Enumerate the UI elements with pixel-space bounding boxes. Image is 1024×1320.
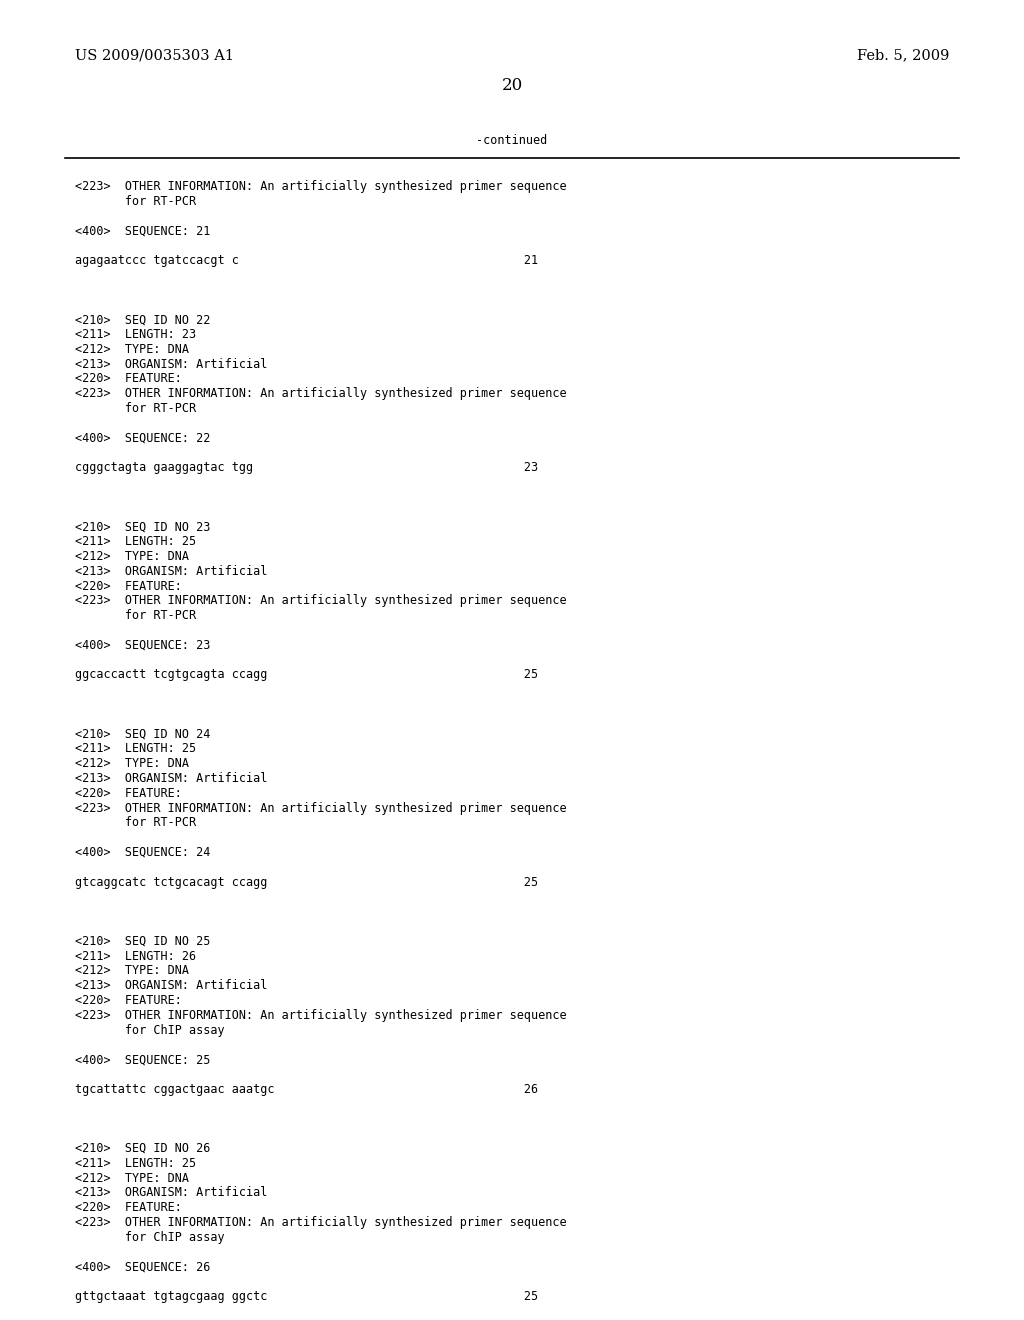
Text: <213>  ORGANISM: Artificial: <213> ORGANISM: Artificial [75,772,267,785]
Text: <400>  SEQUENCE: 21: <400> SEQUENCE: 21 [75,224,210,238]
Text: <220>  FEATURE:: <220> FEATURE: [75,579,182,593]
Text: US 2009/0035303 A1: US 2009/0035303 A1 [75,48,234,62]
Text: <212>  TYPE: DNA: <212> TYPE: DNA [75,965,189,977]
Text: <213>  ORGANISM: Artificial: <213> ORGANISM: Artificial [75,358,267,371]
Text: <212>  TYPE: DNA: <212> TYPE: DNA [75,1172,189,1184]
Text: gtcaggcatc tctgcacagt ccagg                                    25: gtcaggcatc tctgcacagt ccagg 25 [75,875,539,888]
Text: <211>  LENGTH: 25: <211> LENGTH: 25 [75,535,197,548]
Text: 20: 20 [502,77,522,94]
Text: for RT-PCR: for RT-PCR [75,403,197,414]
Text: <213>  ORGANISM: Artificial: <213> ORGANISM: Artificial [75,1187,267,1200]
Text: gttgctaaat tgtagcgaag ggctc                                    25: gttgctaaat tgtagcgaag ggctc 25 [75,1290,539,1303]
Text: <400>  SEQUENCE: 24: <400> SEQUENCE: 24 [75,846,210,859]
Text: for RT-PCR: for RT-PCR [75,610,197,622]
Text: <223>  OTHER INFORMATION: An artificially synthesized primer sequence: <223> OTHER INFORMATION: An artificially… [75,387,566,400]
Text: <213>  ORGANISM: Artificial: <213> ORGANISM: Artificial [75,565,267,578]
Text: <223>  OTHER INFORMATION: An artificially synthesized primer sequence: <223> OTHER INFORMATION: An artificially… [75,1216,566,1229]
Text: <211>  LENGTH: 25: <211> LENGTH: 25 [75,742,197,755]
Text: <220>  FEATURE:: <220> FEATURE: [75,994,182,1007]
Text: <220>  FEATURE:: <220> FEATURE: [75,787,182,800]
Text: -continued: -continued [476,133,548,147]
Text: <223>  OTHER INFORMATION: An artificially synthesized primer sequence: <223> OTHER INFORMATION: An artificially… [75,594,566,607]
Text: <400>  SEQUENCE: 25: <400> SEQUENCE: 25 [75,1053,210,1067]
Text: <400>  SEQUENCE: 23: <400> SEQUENCE: 23 [75,639,210,652]
Text: <210>  SEQ ID NO 24: <210> SEQ ID NO 24 [75,727,210,741]
Text: tgcattattc cggactgaac aaatgc                                   26: tgcattattc cggactgaac aaatgc 26 [75,1082,539,1096]
Text: ggcaccactt tcgtgcagta ccagg                                    25: ggcaccactt tcgtgcagta ccagg 25 [75,668,539,681]
Text: <211>  LENGTH: 26: <211> LENGTH: 26 [75,949,197,962]
Text: for RT-PCR: for RT-PCR [75,816,197,829]
Text: <400>  SEQUENCE: 22: <400> SEQUENCE: 22 [75,432,210,445]
Text: <211>  LENGTH: 23: <211> LENGTH: 23 [75,327,197,341]
Text: <223>  OTHER INFORMATION: An artificially synthesized primer sequence: <223> OTHER INFORMATION: An artificially… [75,801,566,814]
Text: <400>  SEQUENCE: 26: <400> SEQUENCE: 26 [75,1261,210,1274]
Text: Feb. 5, 2009: Feb. 5, 2009 [857,48,949,62]
Text: <212>  TYPE: DNA: <212> TYPE: DNA [75,550,189,564]
Text: <220>  FEATURE:: <220> FEATURE: [75,372,182,385]
Text: <212>  TYPE: DNA: <212> TYPE: DNA [75,343,189,356]
Text: agagaatccc tgatccacgt c                                        21: agagaatccc tgatccacgt c 21 [75,253,539,267]
Text: <210>  SEQ ID NO 25: <210> SEQ ID NO 25 [75,935,210,948]
Text: <213>  ORGANISM: Artificial: <213> ORGANISM: Artificial [75,979,267,993]
Text: <223>  OTHER INFORMATION: An artificially synthesized primer sequence: <223> OTHER INFORMATION: An artificially… [75,180,566,193]
Text: cgggctagta gaaggagtac tgg                                      23: cgggctagta gaaggagtac tgg 23 [75,461,539,474]
Text: <210>  SEQ ID NO 23: <210> SEQ ID NO 23 [75,520,210,533]
Text: <223>  OTHER INFORMATION: An artificially synthesized primer sequence: <223> OTHER INFORMATION: An artificially… [75,1008,566,1022]
Text: for ChIP assay: for ChIP assay [75,1023,224,1036]
Text: for ChIP assay: for ChIP assay [75,1230,224,1243]
Text: <210>  SEQ ID NO 22: <210> SEQ ID NO 22 [75,313,210,326]
Text: <211>  LENGTH: 25: <211> LENGTH: 25 [75,1156,197,1170]
Text: for RT-PCR: for RT-PCR [75,195,197,207]
Text: <210>  SEQ ID NO 26: <210> SEQ ID NO 26 [75,1142,210,1155]
Text: <220>  FEATURE:: <220> FEATURE: [75,1201,182,1214]
Text: <212>  TYPE: DNA: <212> TYPE: DNA [75,758,189,770]
